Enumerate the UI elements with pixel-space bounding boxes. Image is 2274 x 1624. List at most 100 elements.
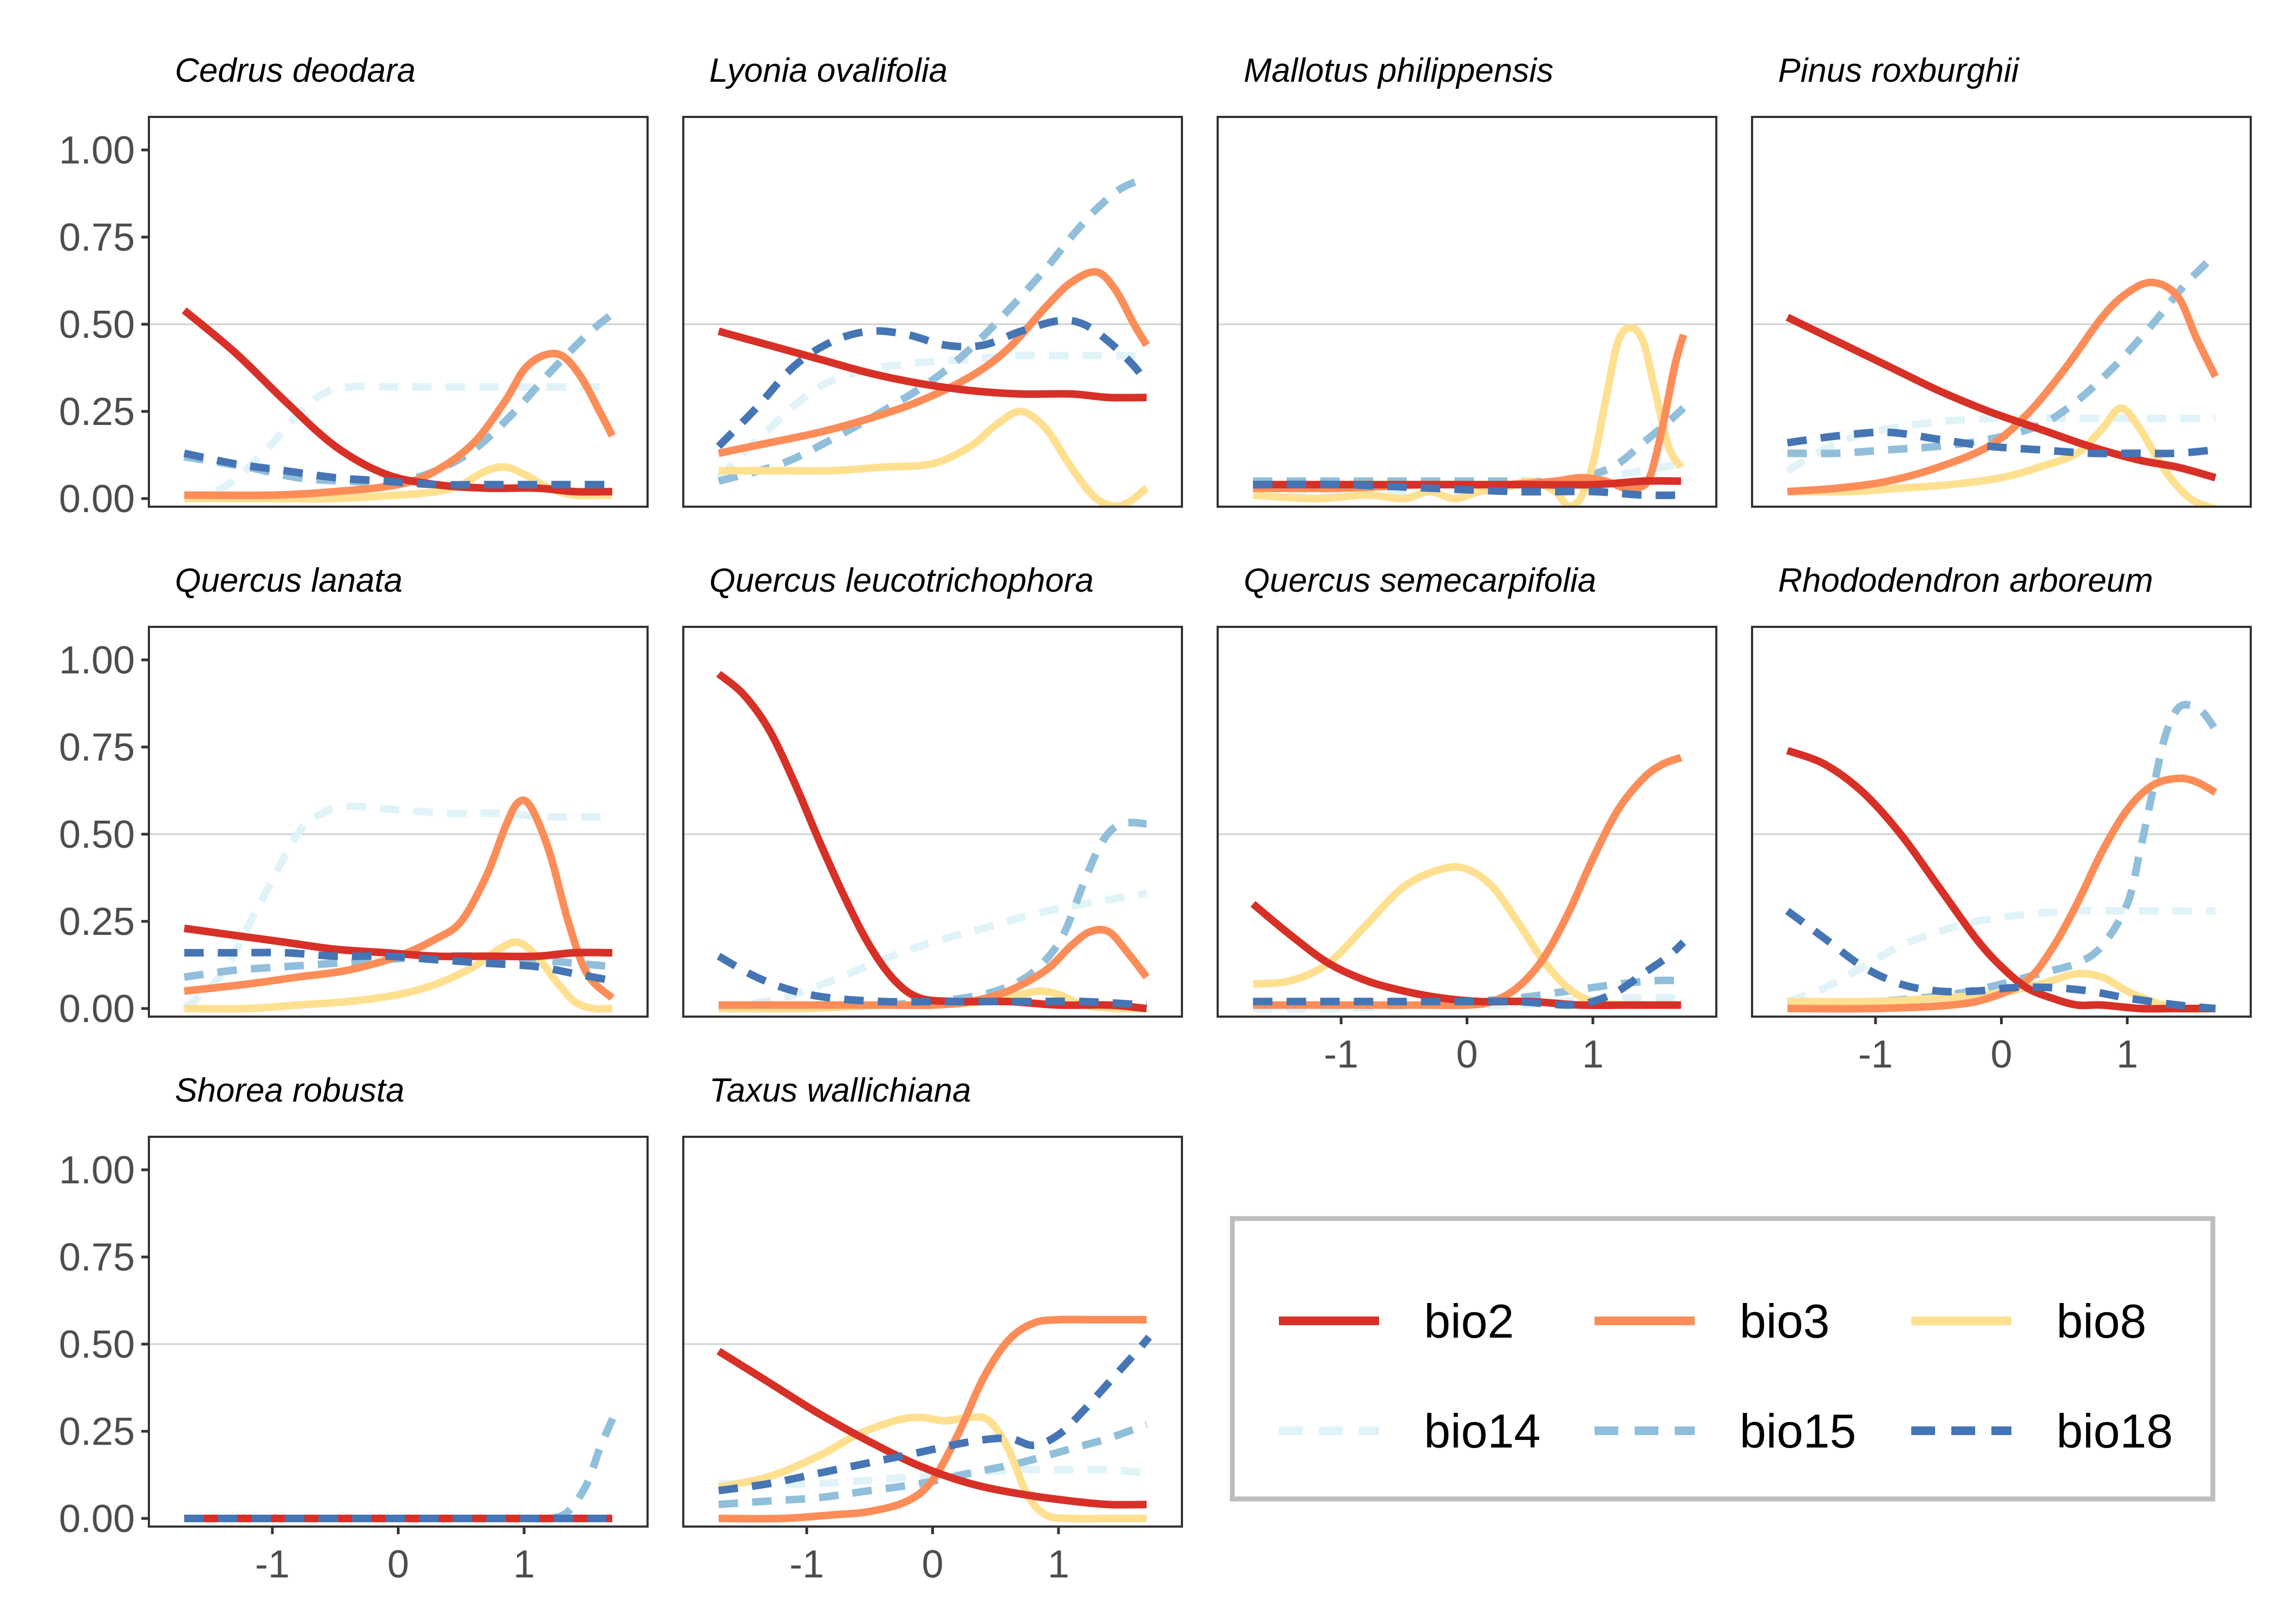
line-bio15 bbox=[184, 952, 613, 981]
line-bio3 bbox=[184, 349, 616, 500]
x-tick-label: 1 bbox=[1048, 1543, 1069, 1586]
series-lines bbox=[1250, 754, 1687, 1013]
series-lines bbox=[181, 307, 616, 503]
line-bio3 bbox=[718, 1315, 1147, 1523]
line-bio18 bbox=[1253, 939, 1687, 1009]
legend-item-bio2: bio2 bbox=[1279, 1294, 1514, 1348]
line-bio14 bbox=[716, 351, 1147, 481]
panel-title: Lyonia ovalifolia bbox=[709, 52, 948, 89]
panel-frame bbox=[682, 116, 1183, 508]
y-tick-label: 0.00 bbox=[59, 1497, 135, 1541]
series-lines bbox=[1785, 252, 2219, 507]
panel-mallotus-philippensis: Mallotus philippensis bbox=[1217, 52, 1717, 508]
x-tick-label: 1 bbox=[1582, 1033, 1604, 1076]
line-bio2 bbox=[1786, 313, 2217, 482]
x-tick-label: -1 bbox=[1324, 1033, 1358, 1076]
line-bio2 bbox=[717, 328, 1147, 402]
legend-label: bio18 bbox=[2056, 1404, 2173, 1458]
line-bio15 bbox=[1787, 700, 2219, 1009]
line-bio18 bbox=[1785, 908, 2216, 1012]
y-tick-label: 0.25 bbox=[59, 1410, 135, 1453]
legend-item-bio8: bio8 bbox=[1911, 1294, 2146, 1348]
panel-shorea-robusta: Shorea robusta 0.00 0.25 0.50 0.75 1.00 -1 0 1 bbox=[59, 1072, 649, 1586]
line-bio3 bbox=[718, 926, 1150, 1010]
panel-quercus-leucotrichophora: Quercus leucotrichophora bbox=[682, 562, 1183, 1018]
panel-frame bbox=[1217, 116, 1717, 508]
x-tick-label: 0 bbox=[387, 1543, 409, 1586]
legend-label: bio3 bbox=[1740, 1294, 1829, 1348]
panel-frame bbox=[1751, 116, 2252, 508]
panel-title: Quercus lanata bbox=[175, 562, 402, 599]
line-bio3 bbox=[1787, 278, 2219, 496]
line-bio3 bbox=[1787, 774, 2218, 1013]
line-bio15 bbox=[1787, 252, 2218, 457]
panel-quercus-lanata: Quercus lanata 0.00 0.25 0.50 0.75 1.00 bbox=[59, 562, 649, 1031]
y-tick-label: 0.75 bbox=[59, 216, 135, 259]
panel-title: Cedrus deodara bbox=[175, 52, 416, 89]
line-bio15 bbox=[184, 311, 615, 486]
line-bio2 bbox=[1253, 477, 1681, 489]
panel-quercus-semecarpifolia: Quercus semecarpifolia -1 0 1 bbox=[1217, 562, 1717, 1076]
panel-title: Mallotus philippensis bbox=[1244, 52, 1553, 89]
line-bio3 bbox=[717, 268, 1150, 457]
line-bio18 bbox=[716, 953, 1147, 1009]
panels-layer: Cedrus deodara 0.00 0.25 0.50 0.75 1.00 Lyonia… bbox=[59, 52, 2252, 1586]
line-bio14 bbox=[718, 1465, 1147, 1488]
y-tick-label: 0.00 bbox=[59, 477, 135, 521]
line-bio8 bbox=[1787, 970, 2216, 1013]
legend-label: bio8 bbox=[2056, 1294, 2146, 1348]
x-tick-label: 0 bbox=[1456, 1033, 1478, 1076]
line-bio15 bbox=[717, 174, 1148, 485]
line-bio2 bbox=[716, 1347, 1147, 1509]
y-tick-label: 0.00 bbox=[59, 987, 135, 1031]
panel-title: Taxus wallichiana bbox=[709, 1072, 971, 1109]
line-bio2 bbox=[1250, 901, 1681, 1010]
x-tick-label: 1 bbox=[2116, 1033, 2138, 1076]
line-bio8 bbox=[1252, 324, 1684, 507]
x-tick-label: 0 bbox=[1990, 1033, 2012, 1076]
legend-item-bio18: bio18 bbox=[1911, 1404, 2173, 1458]
y-tick-label: 1.00 bbox=[59, 1149, 135, 1192]
legend-label: bio2 bbox=[1424, 1294, 1514, 1348]
legend-item-bio14: bio14 bbox=[1279, 1404, 1540, 1458]
series-lines bbox=[1785, 700, 2219, 1013]
line-bio3 bbox=[184, 796, 615, 1001]
series-lines bbox=[716, 671, 1150, 1013]
x-tick-label: -1 bbox=[789, 1543, 824, 1586]
y-tick-label: 0.50 bbox=[59, 813, 135, 856]
y-tick-label: 0.50 bbox=[59, 1323, 135, 1366]
line-bio18 bbox=[1253, 480, 1684, 500]
legend: bio2 bio3 bio8 bio14 bio15 bio18 bbox=[1230, 1216, 2216, 1502]
panel-taxus-wallichiana: Taxus wallichiana -1 0 1 bbox=[682, 1072, 1183, 1586]
panel-title: Shorea robusta bbox=[175, 1072, 404, 1109]
line-bio18 bbox=[718, 1334, 1152, 1495]
panel-rhododendron-arboreum: Rhododendron arboreum -1 0 1 bbox=[1751, 562, 2252, 1076]
series-lines bbox=[1252, 324, 1688, 507]
legend-label: bio15 bbox=[1740, 1404, 1856, 1458]
line-bio18 bbox=[1787, 428, 2216, 457]
y-tick-label: 0.25 bbox=[59, 390, 135, 434]
y-tick-label: 0.50 bbox=[59, 303, 135, 346]
line-bio2 bbox=[184, 924, 612, 960]
line-bio18 bbox=[184, 948, 613, 985]
panel-frame bbox=[148, 626, 649, 1018]
series-lines bbox=[716, 174, 1150, 507]
panel-title: Quercus leucotrichophora bbox=[709, 562, 1094, 599]
panel-cedrus-deodara: Cedrus deodara 0.00 0.25 0.50 0.75 1.00 bbox=[59, 52, 649, 521]
line-bio18 bbox=[183, 449, 612, 489]
series-lines bbox=[184, 1412, 618, 1523]
line-bio2 bbox=[1786, 746, 2216, 1013]
line-bio8 bbox=[1787, 404, 2217, 507]
line-bio15 bbox=[718, 818, 1147, 1013]
y-tick-label: 0.75 bbox=[59, 1236, 135, 1279]
panel-title: Rhododendron arboreum bbox=[1778, 562, 2153, 599]
line-bio14 bbox=[1786, 907, 2216, 1005]
panel-pinus-roxburghii: Pinus roxburghii bbox=[1751, 52, 2252, 508]
series-lines bbox=[181, 796, 615, 1013]
panel-lyonia-ovalifolia: Lyonia ovalifolia bbox=[682, 52, 1183, 508]
legend-box bbox=[1230, 1216, 2216, 1502]
y-tick-label: 0.75 bbox=[59, 726, 135, 769]
series-lines bbox=[716, 1315, 1152, 1523]
line-bio2 bbox=[181, 307, 612, 496]
line-bio14 bbox=[181, 802, 612, 1012]
